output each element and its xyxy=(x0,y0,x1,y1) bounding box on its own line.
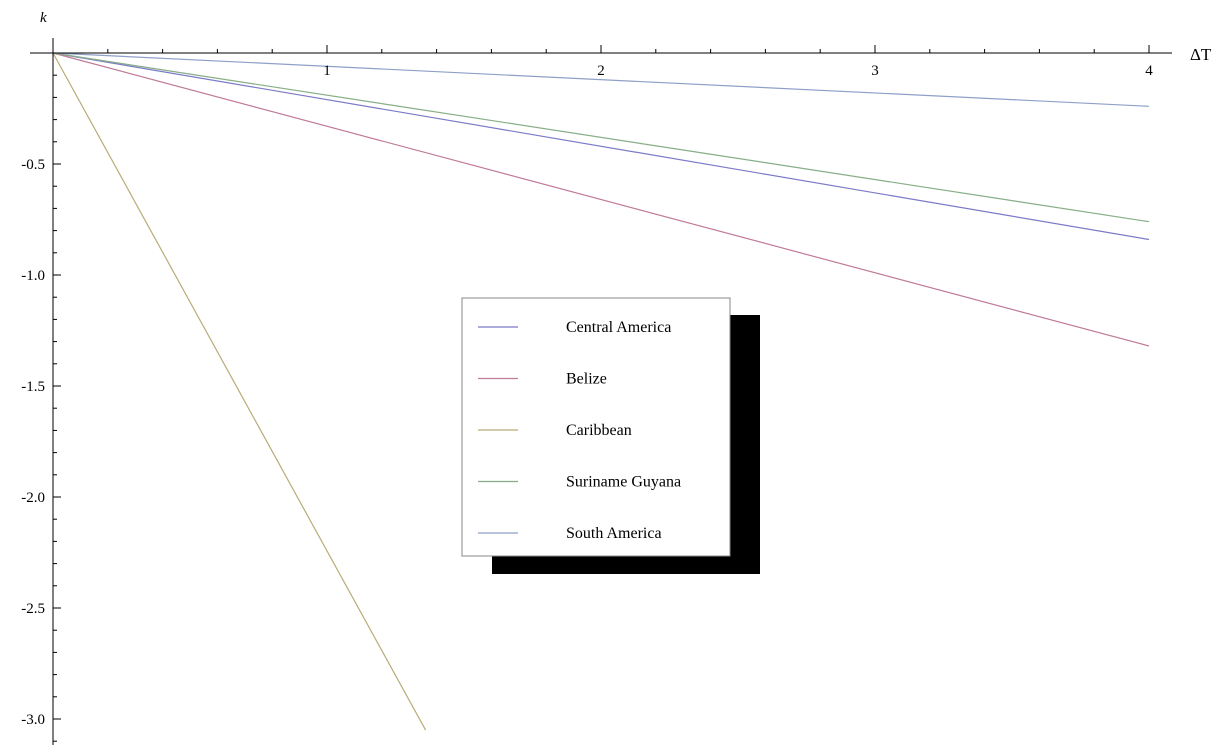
legend-box xyxy=(461,297,731,557)
series-line-belize xyxy=(52,52,1150,347)
x-axis-title: ΔT xyxy=(1190,45,1212,64)
legend-label: Suriname Guyana xyxy=(566,474,681,491)
y-tick-label: -1.0 xyxy=(21,268,45,284)
series-line-central-america xyxy=(52,52,1150,241)
legend-label: Central America xyxy=(566,319,671,336)
series-line-suriname-guyana xyxy=(52,52,1150,223)
y-tick-label: -2.0 xyxy=(21,490,45,506)
x-tick-label: 3 xyxy=(871,63,879,79)
x-tick-label: 1 xyxy=(323,63,331,79)
legend-label: Caribbean xyxy=(566,422,632,439)
y-tick-label: -0.5 xyxy=(21,157,45,173)
x-tick-label: 2 xyxy=(597,63,605,79)
axes-layer: 1 2 3 4 ΔT -0.5 -1.0 -1.5 -2.0 -2.5 -3.0 k xyxy=(21,10,1212,745)
series-line-south-america xyxy=(52,52,1150,107)
y-tick-label: -3.0 xyxy=(21,712,45,728)
legend-label: South America xyxy=(566,525,662,542)
y-axis-title: k xyxy=(40,10,47,26)
legend: Central America Belize Caribbean Suriname G… xyxy=(461,297,760,574)
series-layer xyxy=(52,52,1150,731)
y-tick-label: -1.5 xyxy=(21,379,45,395)
series-line-caribbean xyxy=(52,52,427,731)
y-tick-label: -2.5 xyxy=(21,601,45,617)
legend-label: Belize xyxy=(566,371,607,388)
x-tick-label: 4 xyxy=(1145,63,1153,79)
